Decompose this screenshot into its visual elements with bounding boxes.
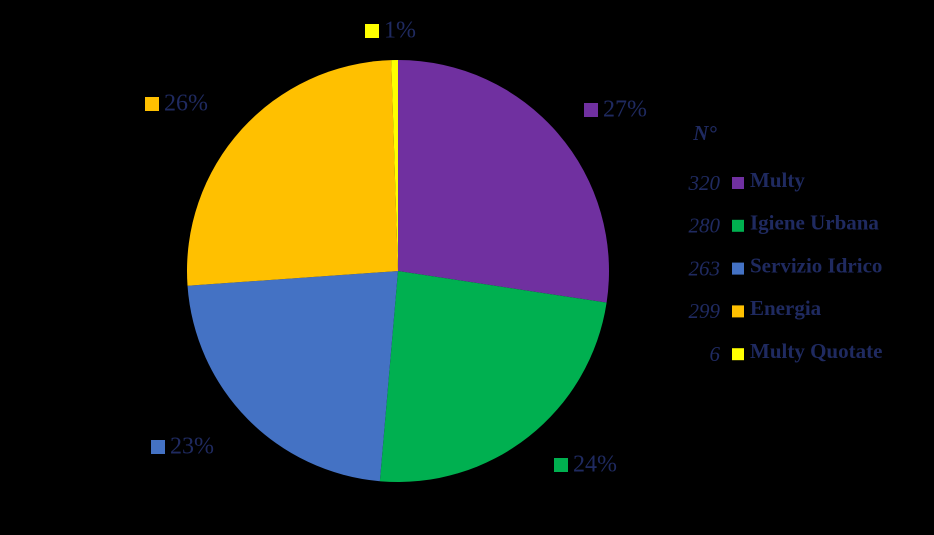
legend-swatch xyxy=(732,305,744,318)
label-swatch xyxy=(151,440,165,454)
data-label: 24% xyxy=(573,452,617,478)
label-swatch xyxy=(365,24,379,38)
legend-count: 280 xyxy=(689,214,721,238)
legend-count: 299 xyxy=(689,299,721,323)
data-label: 26% xyxy=(164,91,208,117)
data-label: 27% xyxy=(603,97,647,123)
legend-label: Igiene Urbana xyxy=(750,211,879,235)
pie-slice xyxy=(187,271,398,482)
legend-swatch xyxy=(732,219,744,232)
legend-label: Energia xyxy=(750,296,822,320)
pie-slice xyxy=(379,271,607,482)
legend-count: 263 xyxy=(689,256,721,280)
data-label: 1% xyxy=(384,18,416,44)
label-swatch xyxy=(554,458,568,472)
pie-slice xyxy=(187,60,398,286)
legend-swatch xyxy=(732,348,744,361)
legend-swatch xyxy=(732,262,744,275)
legend-count: 6 xyxy=(710,342,721,366)
label-swatch xyxy=(584,103,598,117)
legend-count: 320 xyxy=(688,171,721,195)
legend-label: Servizio Idrico xyxy=(750,253,882,277)
label-swatch xyxy=(145,97,159,111)
legend-title: N° xyxy=(692,121,717,145)
pie-slice xyxy=(398,60,609,303)
data-label: 23% xyxy=(170,434,214,460)
legend-label: Multy Quotate xyxy=(750,339,882,363)
legend-swatch xyxy=(732,177,744,189)
pie-slice xyxy=(391,60,398,271)
legend-label: Multy xyxy=(750,168,805,192)
